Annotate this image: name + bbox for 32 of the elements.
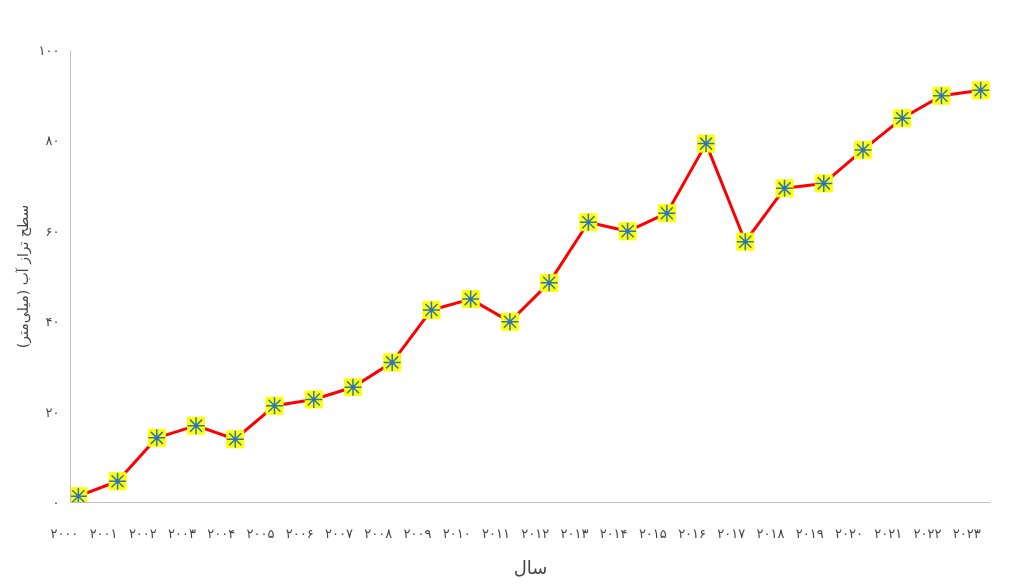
x-tick-label: ۲۰۱۸ xyxy=(756,526,785,541)
x-tick-label: ۲۰۰۸ xyxy=(364,526,393,541)
x-tick-label: ۲۰۲۲ xyxy=(913,526,942,541)
x-tick-label: ۲۰۱۶ xyxy=(678,526,707,541)
x-axis-title: سال xyxy=(513,556,548,578)
x-tick-label: ۲۰۱۵ xyxy=(638,526,667,541)
y-tick-label: ۲۰ xyxy=(45,404,60,420)
y-tick-label: ۱۰۰ xyxy=(38,43,60,58)
x-tick-label: ۲۰۰۲ xyxy=(128,526,157,541)
x-tick-label: ۲۰۱۲ xyxy=(521,526,550,541)
x-tick-label: ۲۰۱۹ xyxy=(795,526,824,541)
x-tick-label: ۲۰۰۹ xyxy=(403,526,432,541)
x-tick-label: ۲۰۱۴ xyxy=(599,526,628,541)
y-axis-title: سطح تراز آب (میلی‌متر) xyxy=(14,204,32,349)
x-tick-label: ۲۰۱۳ xyxy=(560,526,589,541)
x-tick-label: ۲۰۱۱ xyxy=(481,526,510,541)
x-tick-label: ۲۰۰۴ xyxy=(207,526,236,541)
y-tick-label: ۰ xyxy=(52,495,60,510)
x-tick-label: ۲۰۰۶ xyxy=(285,526,314,541)
x-tick-label: ۲۰۱۷ xyxy=(717,526,746,541)
x-tick-label: ۲۰۰۵ xyxy=(246,526,275,541)
x-tick-label: ۲۰۲۱ xyxy=(874,526,903,541)
y-tick-label: ۶۰ xyxy=(45,223,60,239)
x-tick-label: ۲۰۰۰ xyxy=(50,526,79,541)
x-tick-label: ۲۰۱۰ xyxy=(442,526,471,541)
y-tick-label: ۸۰ xyxy=(45,133,60,149)
x-tick-label: ۲۰۰۷ xyxy=(325,526,353,541)
x-tick-label: ۲۰۰۱ xyxy=(89,526,118,541)
y-tick-label: ۴۰ xyxy=(45,314,60,330)
x-tick-label: ۲۰۰۳ xyxy=(168,526,197,541)
x-tick-label: ۲۰۲۰ xyxy=(835,526,863,541)
x-tick-label: ۲۰۲۳ xyxy=(952,526,981,541)
